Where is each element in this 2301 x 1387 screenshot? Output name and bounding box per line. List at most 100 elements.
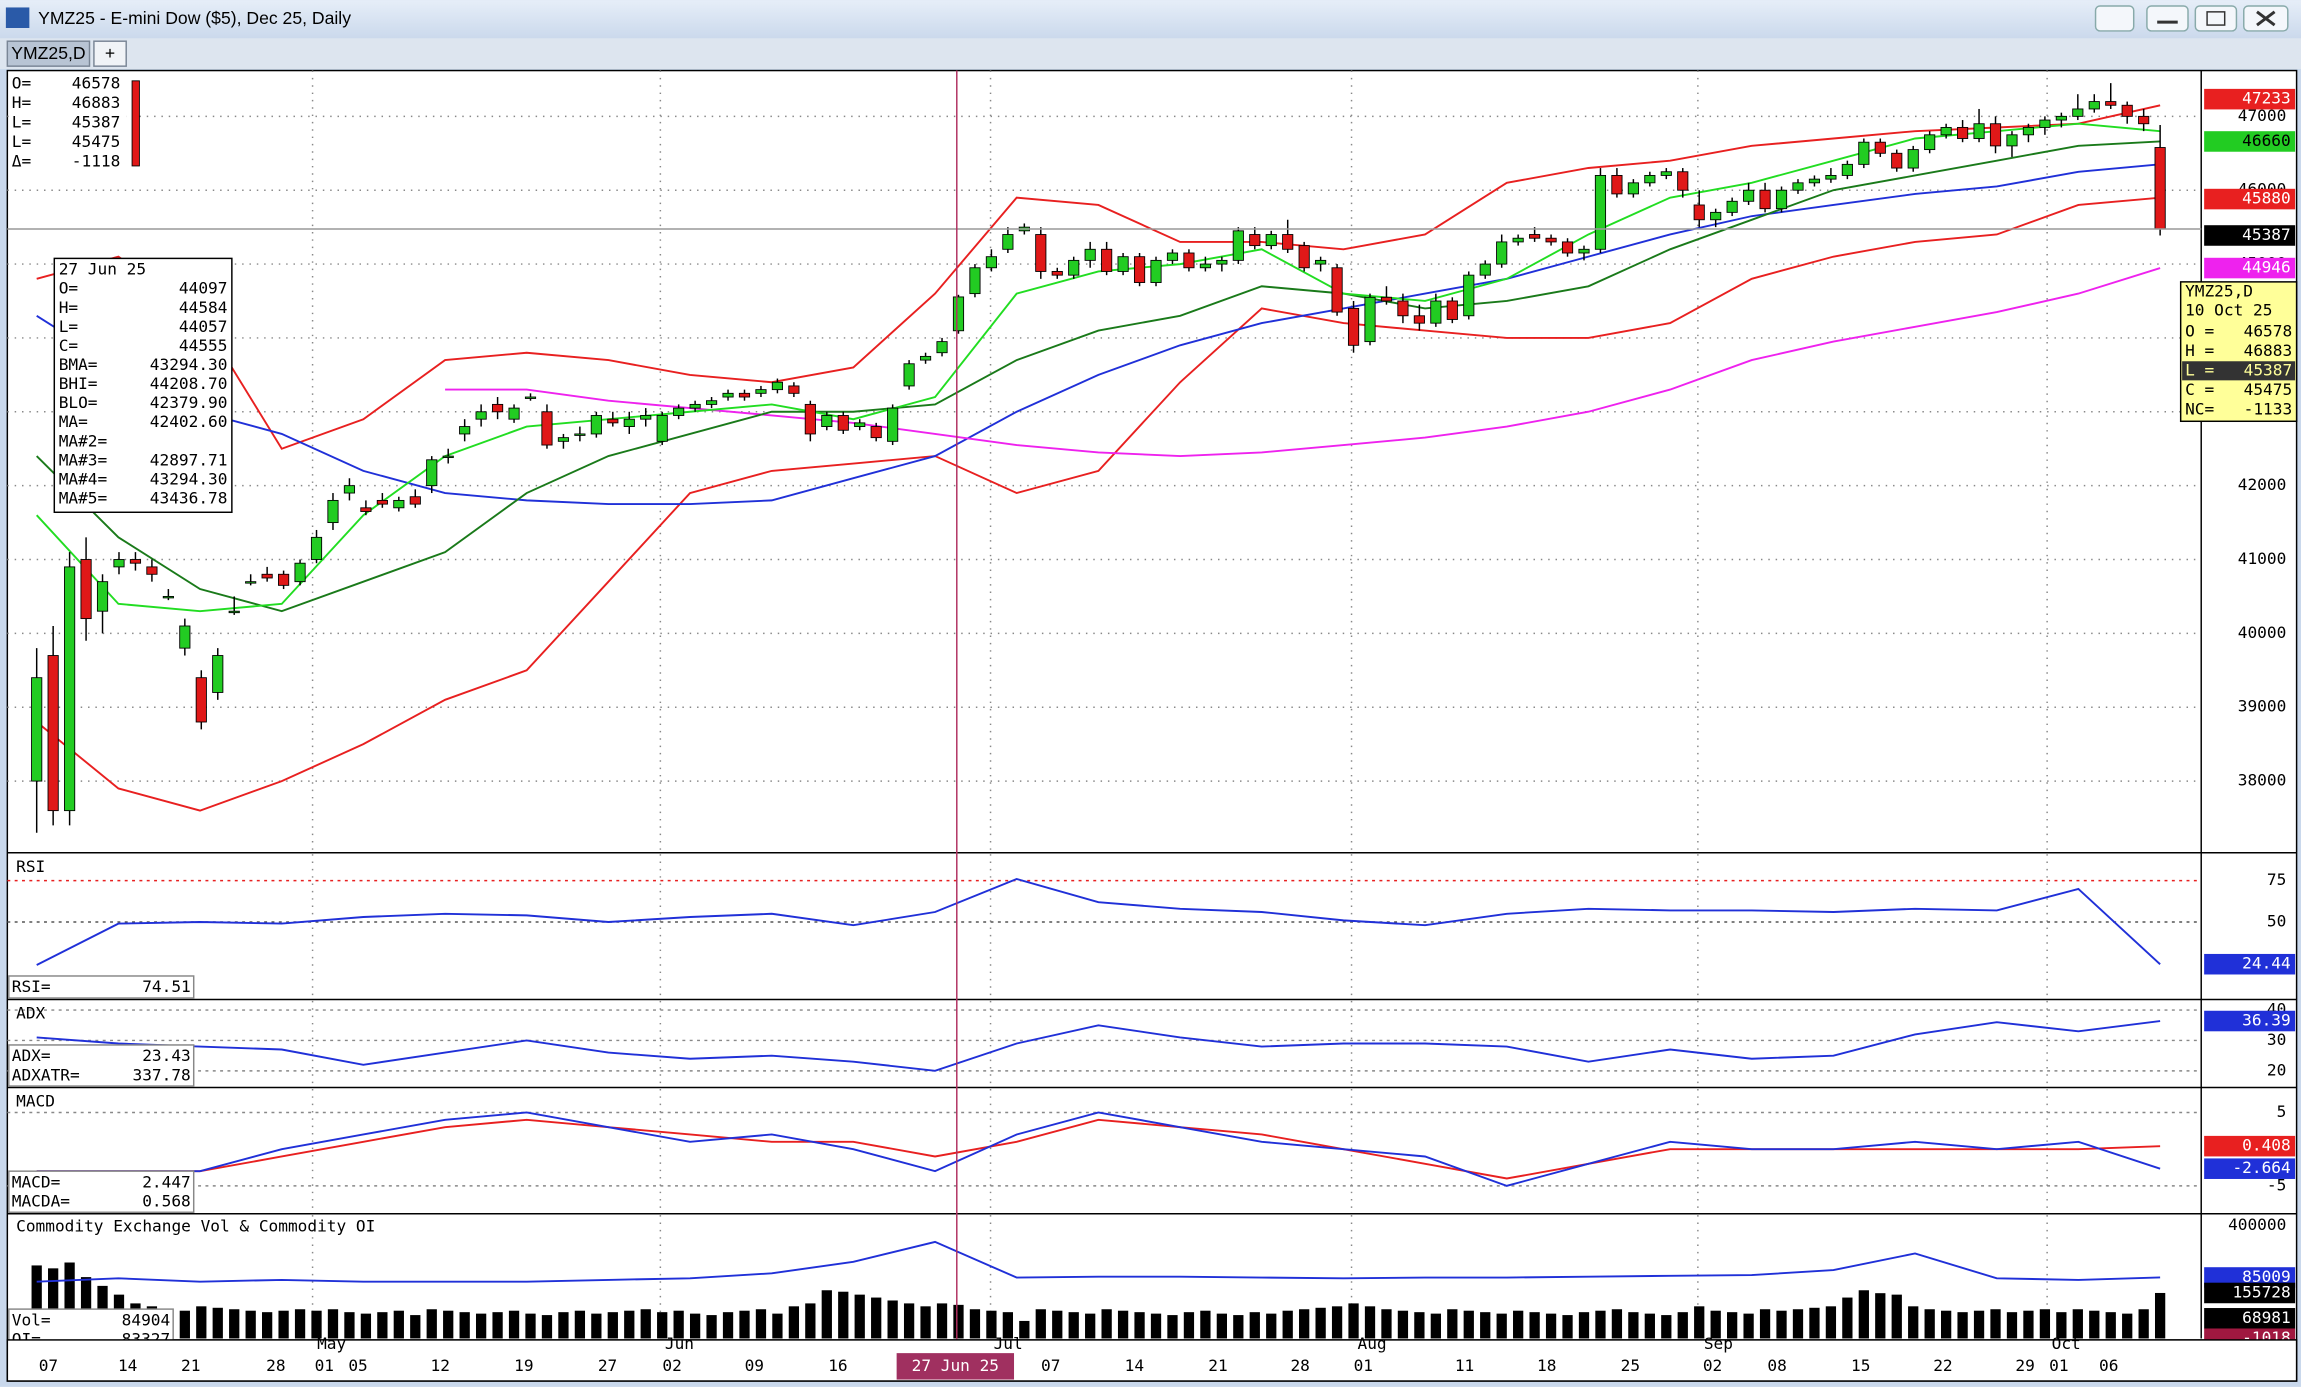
candle-body [1051, 271, 1063, 276]
maximize-button[interactable] [2194, 5, 2238, 32]
volume-bar [360, 1313, 372, 1339]
price-line [36, 163, 2161, 506]
readout-label: MACDA= [12, 1191, 71, 1210]
data-window-label: L= [59, 317, 79, 336]
candle-body [1166, 252, 1179, 261]
candle-body [113, 559, 125, 568]
quote-value: 45387 [2244, 360, 2293, 379]
date-day-label: 21 [181, 1356, 200, 1375]
tab[interactable] [6, 40, 91, 67]
candle-body [1183, 252, 1195, 269]
y-tick-label: 50 [2267, 911, 2286, 930]
new-tab-button[interactable] [93, 40, 127, 67]
panel-title: Commodity Exchange Vol & Commodity OI [16, 1216, 375, 1235]
candle-body [2006, 134, 2018, 147]
volume-bar [1710, 1310, 1721, 1339]
ohlc-value: -1118 [72, 151, 121, 170]
candle-body [508, 407, 520, 420]
adx-tag: 36.39 [2242, 1011, 2291, 1030]
candle-body [804, 403, 816, 435]
candle-body [245, 581, 257, 584]
volume-bar [1150, 1313, 1162, 1339]
rsi-line [36, 877, 2161, 966]
candle-body [788, 385, 800, 394]
date-day-label: 21 [1208, 1356, 1227, 1375]
candle-body [574, 433, 586, 436]
candle-body [969, 267, 981, 295]
quote-value: 46578 [2244, 321, 2293, 340]
date-month-label: Jul [994, 1334, 1023, 1353]
candle-body [1315, 259, 1327, 265]
candle-body [2154, 147, 2166, 230]
quote-label: L = [2185, 360, 2214, 379]
date-axis [6, 1339, 2298, 1382]
candle-body [2039, 119, 2051, 128]
candle-body [442, 455, 454, 459]
candle-body [738, 392, 751, 398]
data-window-value: 44057 [179, 317, 228, 336]
candle-body [541, 411, 553, 446]
volume-bar [1973, 1310, 1985, 1339]
volume-bar [640, 1309, 651, 1339]
candle-body [47, 655, 59, 812]
mini-candle [131, 80, 140, 167]
volume-bar [1364, 1306, 1376, 1339]
price-tag-box [2204, 131, 2296, 152]
volume-bar [262, 1312, 273, 1339]
link-button[interactable] [2094, 5, 2135, 32]
date-month-label: Aug [1358, 1334, 1387, 1353]
data-window-value: 44208.70 [150, 374, 228, 393]
candle-body [1841, 163, 1853, 176]
quote-box [2179, 281, 2298, 423]
candle-body [1512, 237, 1524, 243]
date-month-label: Jun [665, 1334, 694, 1353]
candle-body [1660, 171, 1672, 176]
volume-bar [1085, 1313, 1096, 1339]
date-day-label: 08 [1767, 1356, 1786, 1375]
candle-body [2055, 115, 2067, 121]
volume-bar [1529, 1312, 1540, 1339]
volume-bar [1677, 1312, 1688, 1339]
data-window-label: BLO= [59, 393, 98, 412]
volume-bar [2122, 1313, 2133, 1339]
maximize-icon [2206, 11, 2226, 26]
data-window-label: MA#5= [59, 489, 108, 508]
candle-body [393, 499, 405, 509]
candle-body [1775, 189, 1788, 210]
new-tab-label: + [105, 43, 115, 63]
quote-value: -1133 [2244, 399, 2293, 418]
candle-body [887, 407, 899, 442]
panel-title: RSI [16, 857, 45, 876]
rsi-tag-box [2204, 953, 2296, 975]
readout-value: 23.43 [142, 1046, 191, 1065]
date-day-label: 07 [39, 1356, 58, 1375]
ohlc-label: O= [12, 73, 32, 92]
candle-body [755, 389, 767, 394]
volume-bar [410, 1315, 421, 1339]
volume-bar [871, 1297, 882, 1339]
data-window-label: O= [59, 279, 79, 298]
candle-body [1463, 274, 1475, 317]
volume-bar [739, 1310, 750, 1339]
title-bar [0, 0, 2301, 39]
candle-body [952, 296, 965, 332]
date-day-label: 01 [1354, 1356, 1373, 1375]
candle-body [1035, 234, 1047, 272]
ohlc-value: 46578 [72, 73, 121, 92]
price-line [36, 196, 2161, 812]
volume-bar [1134, 1312, 1145, 1339]
volume-bar [1480, 1312, 1491, 1339]
date-day-label: 27 [598, 1356, 617, 1375]
minimize-button[interactable] [2146, 5, 2189, 32]
volume-bar [1052, 1310, 1063, 1339]
volume-bar [903, 1303, 915, 1339]
candle-body [1430, 300, 1442, 324]
candle-body [689, 403, 701, 409]
candle-body [1644, 174, 1656, 184]
candle-body [936, 341, 948, 354]
tab-strip [0, 38, 2301, 70]
chart-area [6, 69, 2298, 1382]
volume-bar [1200, 1310, 1211, 1339]
volume-bar [459, 1312, 470, 1339]
